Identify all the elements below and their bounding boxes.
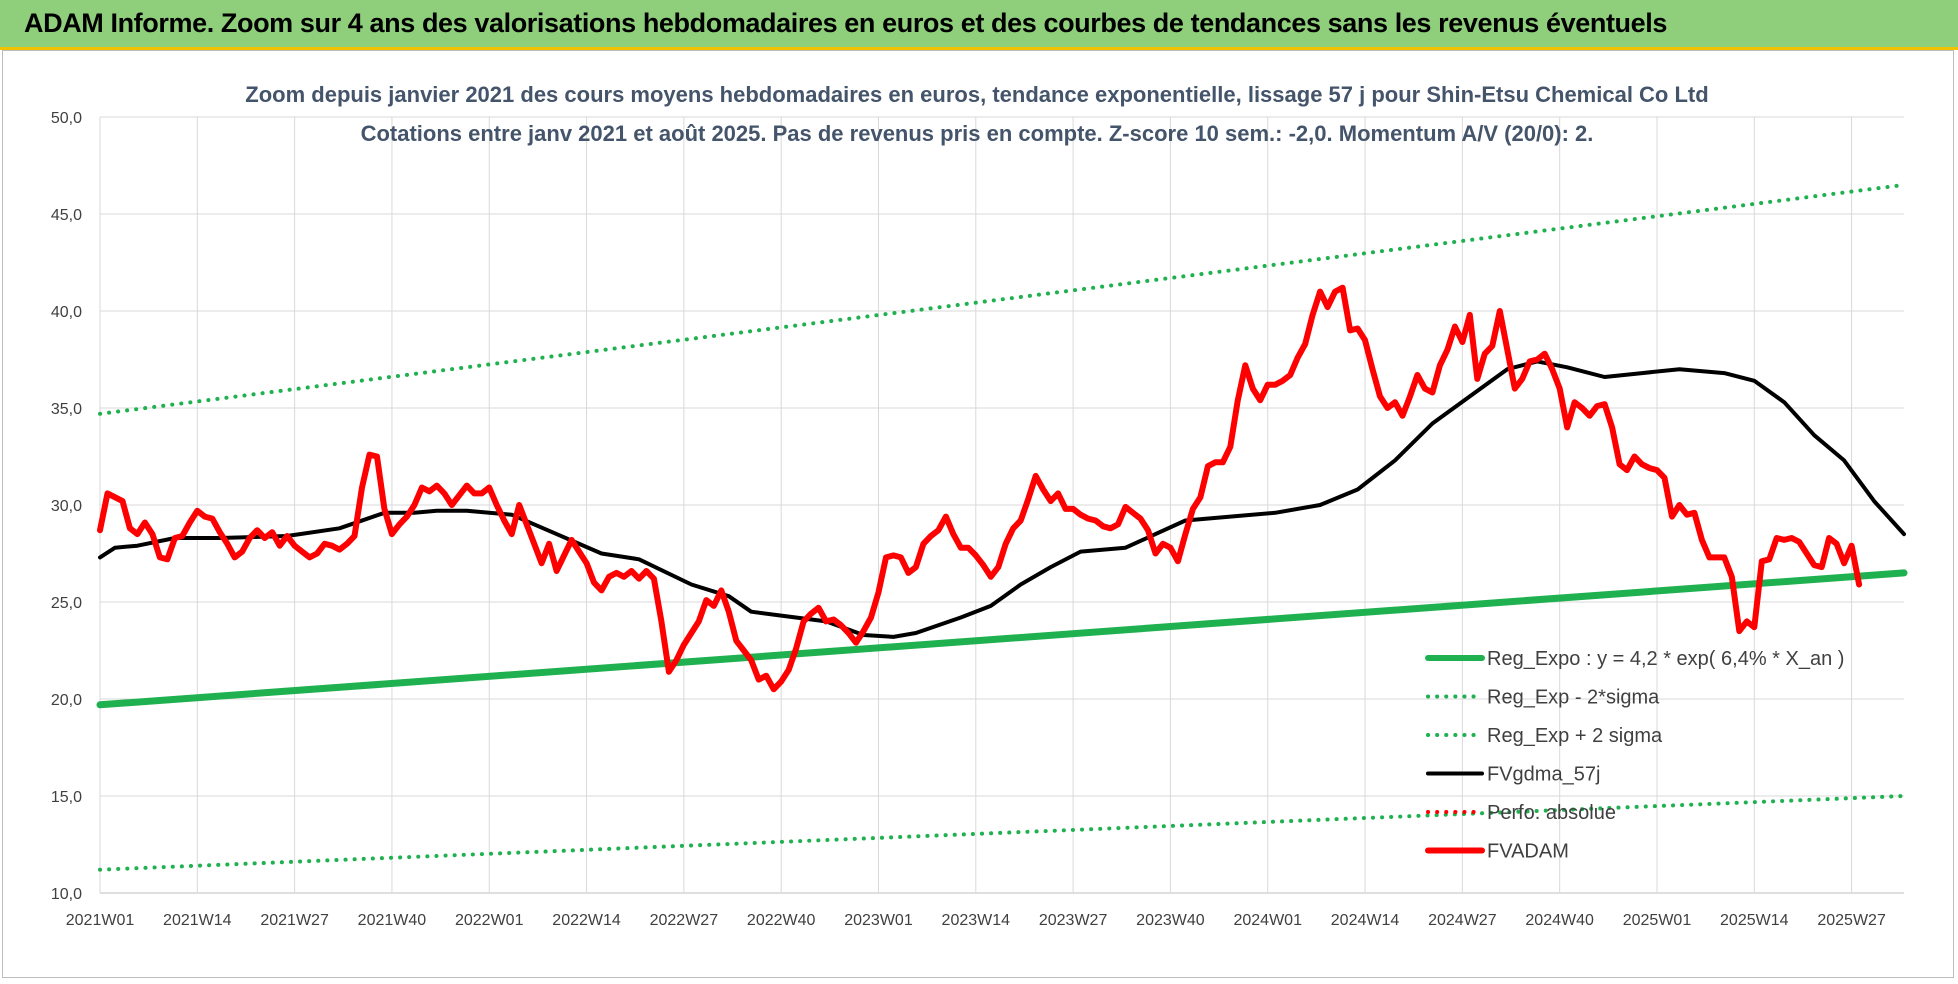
x-tick-label: 2021W14 — [163, 912, 232, 929]
x-axis-ticks: 2021W01 2021W14 2021W27 2021W40 2022W01 2022W… — [66, 912, 1886, 929]
x-tick-label: 2024W40 — [1525, 912, 1594, 929]
y-axis-ticks: 10,0 15,0 20,0 25,0 30,0 35,0 40,0 45,0 50,0 — [51, 110, 82, 903]
y-tick-label: 30,0 — [51, 498, 82, 515]
chart-legend: Reg_Expo : y = 4,2 * exp( 6,4% * X_an ) R… — [1425, 648, 1844, 863]
chart-frame — [2, 50, 1954, 978]
legend-label: Reg_Expo : y = 4,2 * exp( 6,4% * X_an ) — [1487, 648, 1844, 670]
x-tick-label: 2025W27 — [1817, 912, 1886, 929]
legend-label: FVADAM — [1487, 841, 1569, 863]
x-tick-label: 2021W27 — [260, 912, 329, 929]
series-line-0 — [96, 569, 1908, 709]
page-title: ADAM Informe. Zoom sur 4 ans des valoris… — [24, 8, 1667, 38]
legend-label: FVgdma_57j — [1487, 764, 1600, 786]
x-tick-label: 2023W01 — [844, 912, 913, 929]
series-line-5 — [97, 284, 1863, 693]
y-tick-label: 20,0 — [51, 692, 82, 709]
chart-grid — [99, 116, 1904, 894]
series-line-3 — [98, 359, 1906, 639]
header-banner: ADAM Informe. Zoom sur 4 ans des valoris… — [0, 0, 1958, 50]
x-tick-label: 2025W01 — [1623, 912, 1692, 929]
y-tick-label: 45,0 — [51, 207, 82, 224]
x-tick-label: 2022W14 — [552, 912, 621, 929]
legend-label: Reg_Exp - 2*sigma — [1487, 687, 1660, 709]
series-line-1 — [98, 794, 1906, 872]
x-tick-label: 2023W27 — [1039, 912, 1108, 929]
legend-label: Reg_Exp + 2 sigma — [1487, 725, 1663, 747]
series-line-2 — [98, 182, 1906, 416]
y-tick-label: 15,0 — [51, 789, 82, 806]
x-tick-label: 2022W01 — [455, 912, 524, 929]
y-tick-label: 40,0 — [51, 304, 82, 321]
x-tick-label: 2022W40 — [747, 912, 816, 929]
y-tick-label: 25,0 — [51, 595, 82, 612]
x-tick-label: 2023W14 — [942, 912, 1011, 929]
legend-label: Perfo. absolue — [1487, 802, 1616, 824]
y-tick-label: 50,0 — [51, 110, 82, 127]
x-tick-label: 2024W14 — [1331, 912, 1400, 929]
chart-series — [96, 182, 1908, 872]
y-tick-label: 10,0 — [51, 886, 82, 903]
x-tick-label: 2025W14 — [1720, 912, 1789, 929]
chart-title: Zoom depuis janvier 2021 des cours moyen… — [245, 82, 1708, 107]
x-tick-label: 2023W40 — [1136, 912, 1205, 929]
x-tick-label: 2022W27 — [650, 912, 719, 929]
x-tick-label: 2024W01 — [1233, 912, 1302, 929]
x-tick-label: 2021W40 — [358, 912, 427, 929]
chart-subtitle: Cotations entre janv 2021 et août 2025. … — [361, 121, 1594, 146]
y-tick-label: 35,0 — [51, 401, 82, 418]
x-tick-label: 2021W01 — [66, 912, 135, 929]
x-tick-label: 2024W27 — [1428, 912, 1497, 929]
